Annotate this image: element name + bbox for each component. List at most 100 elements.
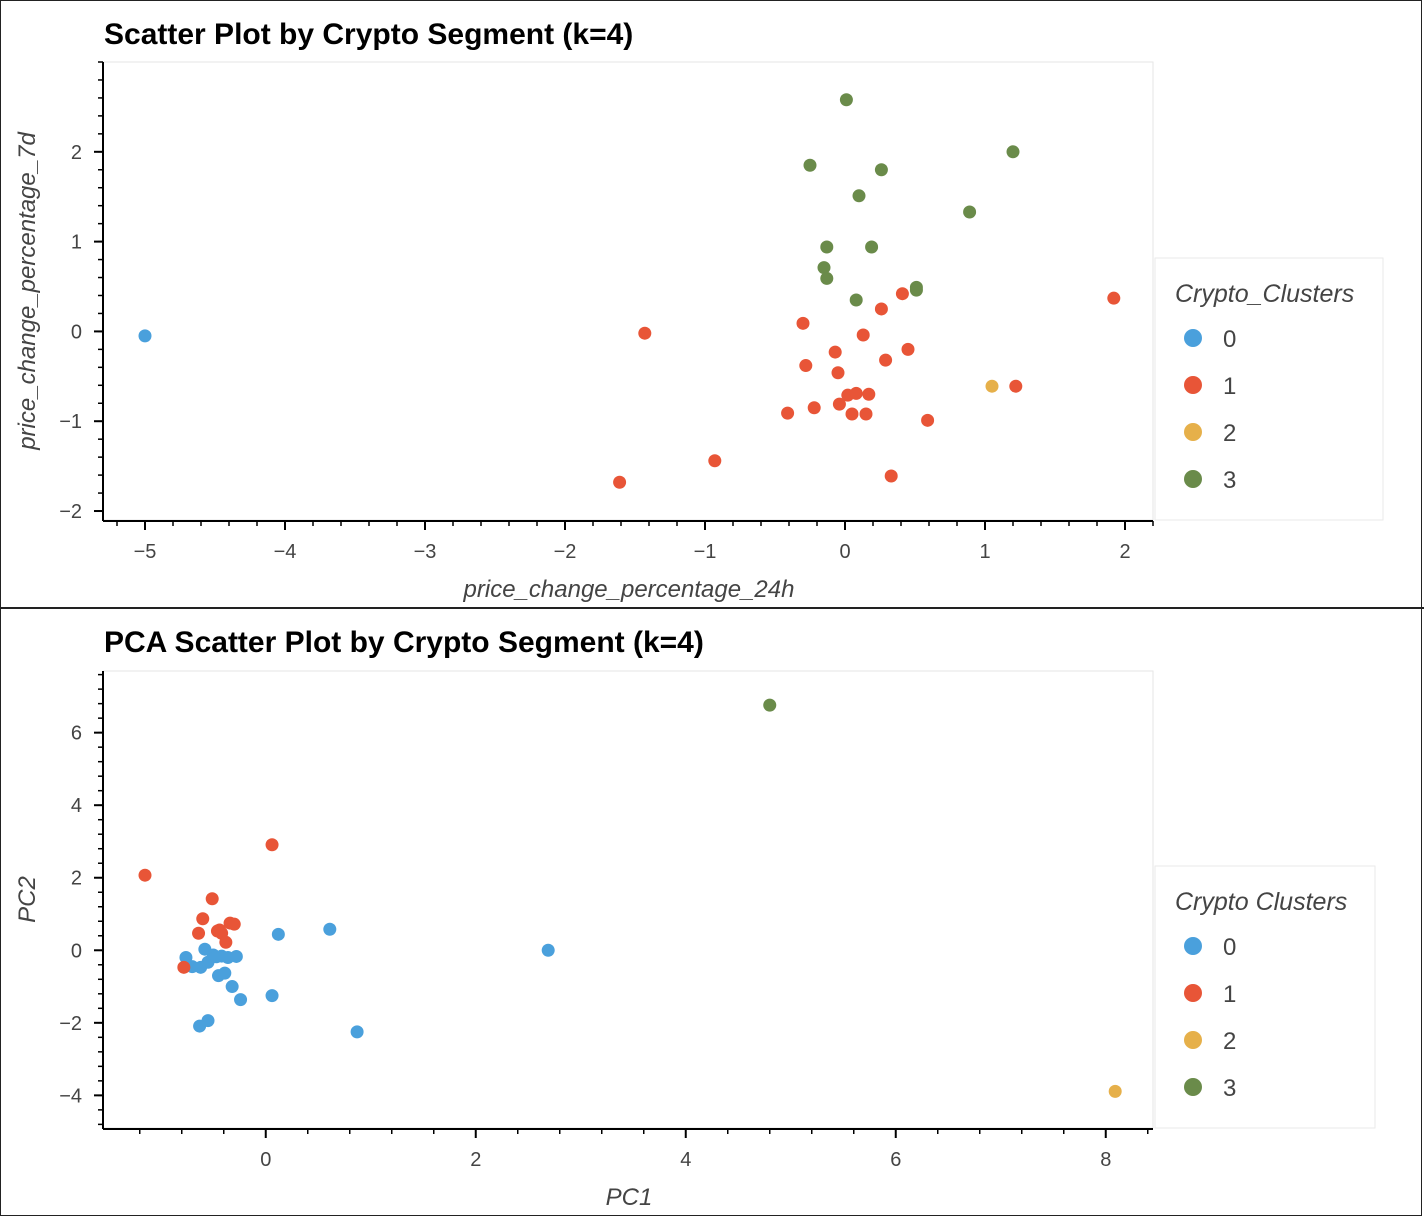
data-point-cluster-0 xyxy=(218,966,232,980)
data-point-cluster-1 xyxy=(796,316,810,330)
y-tick-label: 2 xyxy=(71,142,82,164)
data-point-cluster-0 xyxy=(179,951,193,965)
data-point-cluster-3 xyxy=(1006,145,1020,159)
data-point-cluster-1 xyxy=(879,353,893,367)
y-axis-label: price_change_percentage_7d xyxy=(14,132,41,451)
data-point-cluster-1 xyxy=(921,413,935,427)
y-tick-label: 1 xyxy=(71,232,82,254)
y-axis-label: PC2 xyxy=(14,876,41,923)
data-point-cluster-1 xyxy=(832,397,846,411)
x-tick-label: −2 xyxy=(554,541,577,563)
data-point-cluster-3 xyxy=(820,271,834,285)
legend-marker-3 xyxy=(1184,470,1202,488)
legend-title: Crypto_Clusters xyxy=(1175,280,1354,308)
data-point-cluster-0 xyxy=(323,922,337,936)
data-point-cluster-1 xyxy=(1107,291,1121,305)
data-point-cluster-1 xyxy=(831,366,845,380)
data-point-cluster-3 xyxy=(763,698,777,712)
legend-marker-3 xyxy=(1184,1078,1202,1096)
plot-area xyxy=(102,61,1154,521)
legend-label-0: 0 xyxy=(1223,934,1236,961)
data-point-cluster-3 xyxy=(852,189,866,203)
x-axis-label: price_change_percentage_24h xyxy=(463,576,795,603)
data-point-cluster-3 xyxy=(817,261,831,275)
legend-label-1: 1 xyxy=(1223,373,1236,400)
data-point-cluster-1 xyxy=(849,386,863,400)
data-point-cluster-3 xyxy=(849,293,863,307)
data-point-cluster-0 xyxy=(138,329,152,343)
chart-panel-0: Scatter Plot by Crypto Segment (k=4) −5 −4… xyxy=(14,18,1384,603)
data-point-cluster-1 xyxy=(799,359,813,373)
data-point-cluster-1 xyxy=(862,387,876,401)
data-point-cluster-1 xyxy=(138,868,152,882)
x-tick-label: 8 xyxy=(1100,1149,1111,1171)
legend-label-2: 2 xyxy=(1223,1028,1236,1055)
x-axis-label: PC1 xyxy=(606,1184,653,1211)
data-point-cluster-0 xyxy=(350,1025,364,1039)
data-point-cluster-1 xyxy=(901,342,915,356)
y-tick-label: 6 xyxy=(71,723,82,745)
data-point-cluster-1 xyxy=(1009,379,1023,393)
data-point-cluster-1 xyxy=(227,917,241,931)
chart-title: Scatter Plot by Crypto Segment (k=4) xyxy=(104,18,633,51)
data-point-cluster-1 xyxy=(856,328,870,342)
data-point-cluster-1 xyxy=(807,401,821,415)
data-point-cluster-1 xyxy=(874,302,888,316)
legend-marker-1 xyxy=(1184,984,1202,1002)
data-point-cluster-1 xyxy=(859,407,873,421)
x-tick-label: −1 xyxy=(694,541,717,563)
data-point-cluster-0 xyxy=(271,927,285,941)
data-point-cluster-2 xyxy=(1108,1084,1122,1098)
data-point-cluster-3 xyxy=(820,240,834,254)
chart-panel-1: PCA Scatter Plot by Crypto Segment (k=4)… xyxy=(14,626,1376,1211)
y-tick-label: −2 xyxy=(59,1013,82,1035)
data-point-cluster-1 xyxy=(177,960,191,974)
data-point-cluster-0 xyxy=(541,943,555,957)
data-point-cluster-1 xyxy=(613,475,627,489)
y-tick-label: 2 xyxy=(71,868,82,890)
x-tick-label: −5 xyxy=(134,541,157,563)
data-point-cluster-1 xyxy=(205,892,219,906)
x-tick-label: −4 xyxy=(274,541,297,563)
y-tick-label: −1 xyxy=(59,411,82,433)
x-tick-label: 0 xyxy=(839,541,850,563)
data-point-cluster-1 xyxy=(845,407,859,421)
data-point-cluster-1 xyxy=(265,838,279,852)
data-point-cluster-1 xyxy=(895,287,909,301)
legend: Crypto_Clusters 0 1 2 3 xyxy=(1154,257,1384,521)
x-tick-label: 6 xyxy=(890,1149,901,1171)
legend-marker-2 xyxy=(1184,423,1202,441)
legend-label-3: 3 xyxy=(1223,467,1236,494)
data-point-cluster-0 xyxy=(234,993,248,1007)
x-tick-label: 1 xyxy=(979,541,990,563)
data-point-cluster-1 xyxy=(219,935,233,949)
data-point-cluster-1 xyxy=(192,926,206,940)
y-tick-label: −4 xyxy=(59,1085,82,1107)
y-tick-label: 4 xyxy=(71,795,82,817)
legend-label-2: 2 xyxy=(1223,420,1236,447)
data-point-cluster-3 xyxy=(909,283,923,297)
legend-marker-2 xyxy=(1184,1031,1202,1049)
legend-label-3: 3 xyxy=(1223,1075,1236,1102)
legend-title: Crypto Clusters xyxy=(1175,888,1347,916)
x-tick-label: 2 xyxy=(1119,541,1130,563)
data-point-cluster-3 xyxy=(865,240,879,254)
data-point-cluster-1 xyxy=(708,454,722,468)
data-point-cluster-0 xyxy=(265,989,279,1003)
data-point-cluster-0 xyxy=(229,949,243,963)
chart-title: PCA Scatter Plot by Crypto Segment (k=4) xyxy=(104,626,704,659)
x-tick-label: −3 xyxy=(414,541,437,563)
data-point-cluster-1 xyxy=(884,469,898,483)
legend: Crypto Clusters 0 1 2 3 xyxy=(1154,865,1376,1129)
x-tick-label: 2 xyxy=(470,1149,481,1171)
data-point-cluster-1 xyxy=(638,326,652,340)
y-tick-label: 0 xyxy=(71,321,82,343)
data-point-cluster-1 xyxy=(828,345,842,359)
data-point-cluster-3 xyxy=(803,158,817,172)
data-point-cluster-3 xyxy=(874,163,888,177)
data-point-cluster-3 xyxy=(839,93,853,107)
plot-area xyxy=(102,670,1154,1129)
x-tick-label: 0 xyxy=(260,1149,271,1171)
y-tick-label: 0 xyxy=(71,940,82,962)
